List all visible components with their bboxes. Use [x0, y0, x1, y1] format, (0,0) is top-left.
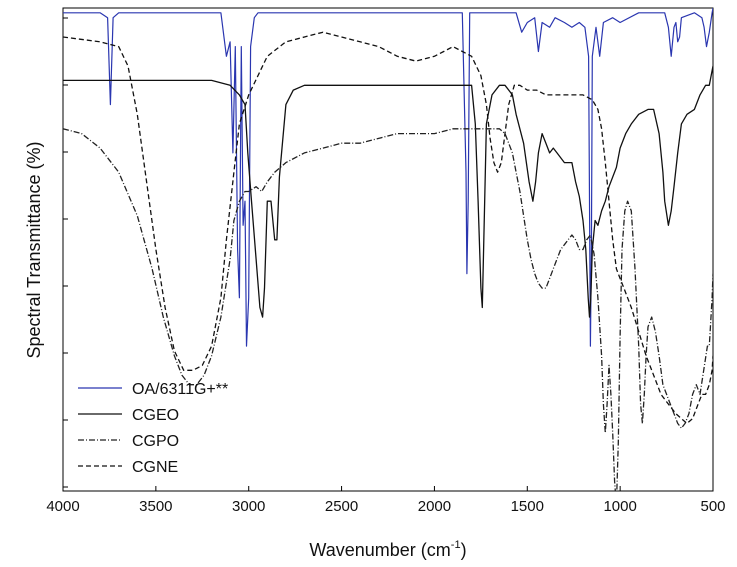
plot-area-frame — [62, 7, 714, 492]
x-tick-label-4000: 4000 — [46, 498, 79, 515]
x-tick-label-2500: 2500 — [325, 498, 358, 515]
x-tick-label-500: 500 — [700, 498, 725, 515]
series-lines — [63, 8, 713, 491]
y-axis-title: Spectral Transmittance (%) — [24, 141, 44, 358]
legend-label-0: OA/6311G+** — [132, 381, 228, 398]
series-line-1 — [63, 65, 713, 318]
x-tick-label-1500: 1500 — [511, 498, 544, 515]
series-line-2 — [63, 128, 713, 491]
x-axis-title: Wavenumber (cm-1) — [309, 539, 466, 560]
series-line-3 — [63, 31, 713, 425]
x-tick-label-3000: 3000 — [232, 498, 265, 515]
x-tick-label-2000: 2000 — [418, 498, 451, 515]
x-tick-label-1000: 1000 — [603, 498, 636, 515]
legend-label-2: CGPO — [132, 433, 179, 450]
x-axis-ticks: 4000 3500 3000 2500 2000 1500 1000 500 — [46, 486, 726, 515]
legend-label-1: CGEO — [132, 407, 179, 424]
y-axis-ticks — [63, 17, 68, 488]
legend: OA/6311G+** CGEO CGPO CGNE — [78, 381, 228, 476]
series-line-0 — [63, 8, 713, 347]
x-tick-label-3500: 3500 — [139, 498, 172, 515]
legend-label-3: CGNE — [132, 459, 178, 476]
